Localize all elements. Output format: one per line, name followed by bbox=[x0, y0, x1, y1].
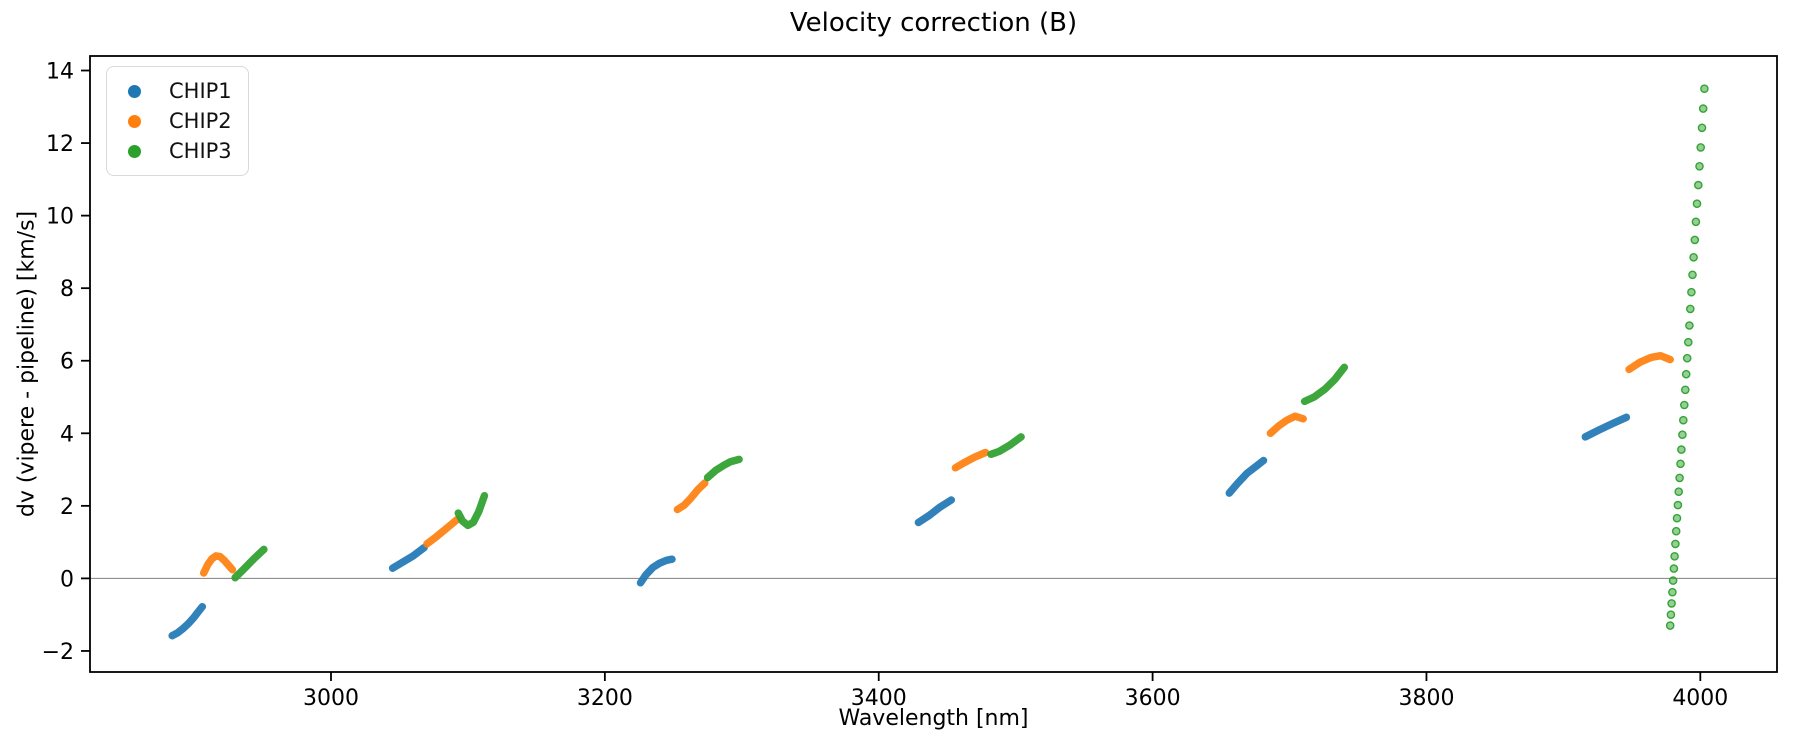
y-tick-label: 8 bbox=[60, 277, 74, 302]
y-tick-label: 0 bbox=[60, 567, 74, 592]
series-segment-chip3 bbox=[1300, 363, 1349, 406]
series-dot-chip3 bbox=[1684, 337, 1693, 347]
series-dot-chip3 bbox=[1691, 217, 1701, 227]
series-dot-chip3 bbox=[1670, 552, 1679, 561]
series-segment-chip2 bbox=[673, 479, 709, 514]
series-segment-chip2 bbox=[951, 448, 990, 472]
series-dot-chip3 bbox=[1672, 513, 1682, 523]
series-dot-chip3 bbox=[1681, 385, 1690, 395]
x-tick-label: 3800 bbox=[1398, 686, 1454, 711]
x-tick-label: 4000 bbox=[1672, 686, 1728, 711]
legend-label-chip1: CHIP1 bbox=[169, 79, 232, 103]
series-segment-chip1 bbox=[636, 555, 676, 587]
series-dot-chip3 bbox=[1688, 270, 1697, 280]
series-segment-chip2 bbox=[423, 515, 461, 548]
y-tick-label: −2 bbox=[42, 640, 74, 665]
series-segment-chip1 bbox=[388, 543, 428, 572]
series-dot-chip3 bbox=[1665, 621, 1675, 630]
x-axis-label: Wavelength [nm] bbox=[838, 706, 1029, 731]
series-dot-chip3 bbox=[1686, 304, 1695, 314]
series-segment-chip2 bbox=[1625, 351, 1674, 374]
series-dot-chip3 bbox=[1669, 564, 1679, 573]
legend-label-chip3: CHIP3 bbox=[169, 139, 232, 163]
series-dot-chip3 bbox=[1695, 161, 1704, 171]
series-dot-chip3 bbox=[1692, 199, 1702, 208]
y-tick-label: 6 bbox=[60, 350, 74, 375]
x-tick-label: 3600 bbox=[1125, 686, 1181, 711]
legend-item-chip2: CHIP2 bbox=[120, 106, 232, 136]
series-dot-chip3 bbox=[1667, 599, 1676, 608]
series-dot-chip3 bbox=[1668, 576, 1678, 585]
y-tick-label: 4 bbox=[60, 422, 74, 447]
series-dot-chip3 bbox=[1700, 84, 1709, 93]
series-dot-chip3 bbox=[1685, 321, 1694, 330]
y-axis-label: dv (vipere - pipeline) [km/s] bbox=[14, 210, 40, 518]
x-tick-label: 3400 bbox=[851, 686, 907, 711]
series-dot-chip3 bbox=[1671, 526, 1681, 536]
series-segment-chip3 bbox=[703, 455, 743, 482]
series-dot-chip3 bbox=[1687, 287, 1696, 297]
series-dot-chip3 bbox=[1673, 500, 1683, 510]
series-dot-chip3 bbox=[1677, 445, 1686, 454]
series-dot-chip3 bbox=[1689, 252, 1698, 262]
series-dot-chip3 bbox=[1696, 143, 1705, 152]
chip3-marker-icon bbox=[128, 144, 141, 158]
series-segment-chip1 bbox=[1225, 456, 1268, 497]
series-dot-chip3 bbox=[1678, 430, 1687, 440]
x-tick-label: 3200 bbox=[577, 686, 633, 711]
series-segment-chip2 bbox=[199, 552, 237, 577]
series-segment-chip3 bbox=[231, 545, 268, 582]
series-segment-chip1 bbox=[168, 602, 207, 640]
series-segment-chip3 bbox=[987, 433, 1025, 459]
series-segment-chip2 bbox=[1266, 412, 1307, 438]
series-dot-chip3 bbox=[1694, 180, 1703, 190]
series-segment-chip1 bbox=[1581, 413, 1631, 441]
series-dot-chip3 bbox=[1671, 539, 1680, 549]
x-tick-label: 3000 bbox=[303, 686, 359, 711]
series-dot-chip3 bbox=[1674, 487, 1683, 497]
y-tick-label: 10 bbox=[46, 205, 74, 230]
y-tick-label: 12 bbox=[46, 132, 74, 157]
series-dot-chip3 bbox=[1676, 459, 1685, 469]
series-dot-chip3 bbox=[1698, 104, 1708, 113]
chip2-marker-icon bbox=[128, 114, 141, 128]
legend: CHIP1 CHIP2 CHIP3 bbox=[106, 66, 249, 176]
series-dot-chip3 bbox=[1681, 369, 1691, 379]
series-dot-chip3 bbox=[1675, 473, 1684, 483]
chip1-marker-icon bbox=[128, 84, 141, 98]
series-segment-chip1 bbox=[914, 496, 956, 527]
legend-label-chip2: CHIP2 bbox=[169, 109, 232, 133]
legend-item-chip1: CHIP1 bbox=[120, 76, 232, 106]
series-dot-chip3 bbox=[1697, 123, 1707, 133]
plot-frame bbox=[89, 55, 1778, 673]
series-dot-chip3 bbox=[1679, 415, 1688, 425]
legend-item-chip3: CHIP3 bbox=[120, 136, 232, 166]
y-tick-label: 14 bbox=[46, 60, 74, 85]
series-dot-chip3 bbox=[1666, 610, 1676, 620]
chart-title: Velocity correction (B) bbox=[789, 8, 1078, 38]
series-dot-chip3 bbox=[1690, 235, 1700, 245]
y-tick-label: 2 bbox=[60, 495, 74, 520]
series-dot-chip3 bbox=[1668, 587, 1677, 597]
series-segment-chip3 bbox=[454, 491, 489, 530]
series-dot-chip3 bbox=[1682, 353, 1692, 363]
series-dot-chip3 bbox=[1680, 400, 1689, 410]
